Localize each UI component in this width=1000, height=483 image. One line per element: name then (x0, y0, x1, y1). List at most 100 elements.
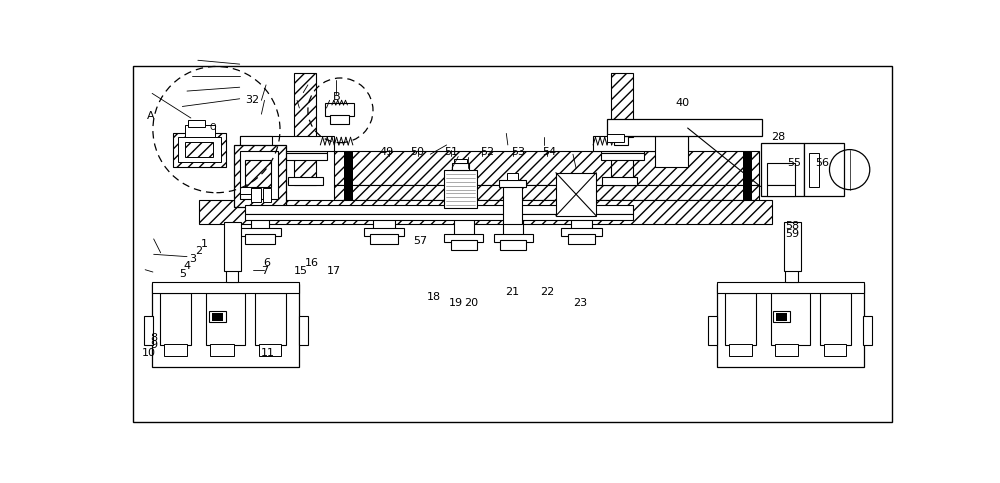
Bar (199, 200, 772, 224)
Text: 1: 1 (201, 239, 208, 249)
Bar (614, 136, 628, 145)
Text: 54: 54 (542, 147, 556, 156)
Bar (773, 311, 790, 322)
Text: 49: 49 (379, 147, 393, 156)
Bar (334, 185, 759, 200)
Bar (725, 293, 756, 345)
Bar (251, 188, 261, 202)
Bar (717, 284, 864, 367)
Text: 57: 57 (413, 236, 427, 246)
Bar (245, 234, 275, 243)
Bar (809, 153, 819, 186)
Text: 32: 32 (245, 95, 259, 105)
Bar (240, 151, 278, 199)
Text: 7: 7 (261, 266, 269, 276)
Bar (245, 214, 633, 220)
Bar (239, 228, 281, 236)
Bar (288, 177, 323, 185)
Bar (607, 119, 762, 136)
Text: 4: 4 (184, 261, 191, 271)
Text: 22: 22 (540, 287, 555, 297)
Text: 55: 55 (787, 158, 801, 168)
Bar (209, 311, 226, 322)
Bar (240, 186, 251, 194)
Text: 17: 17 (326, 266, 341, 276)
Bar (325, 103, 354, 116)
Bar (655, 136, 688, 167)
Text: 16: 16 (305, 258, 319, 268)
Bar (499, 180, 526, 186)
Bar (761, 143, 804, 196)
Bar (824, 343, 846, 356)
Bar (568, 234, 595, 243)
Bar (245, 205, 633, 214)
Bar (370, 234, 398, 243)
Bar (503, 207, 523, 237)
Text: 51: 51 (444, 147, 458, 156)
Bar (444, 234, 483, 242)
Text: 28: 28 (771, 132, 786, 142)
Bar (210, 343, 234, 356)
Bar (561, 228, 602, 236)
Bar (299, 316, 308, 345)
Bar (717, 282, 864, 293)
Bar (820, 293, 851, 345)
Bar (152, 284, 299, 367)
Text: A: A (147, 111, 154, 121)
Text: 58: 58 (785, 221, 799, 231)
Bar (284, 153, 327, 160)
Text: B: B (333, 92, 340, 102)
Text: 11: 11 (261, 347, 275, 357)
Bar (776, 313, 787, 321)
Bar (334, 151, 759, 185)
Bar (708, 316, 717, 345)
Bar (144, 316, 153, 345)
Bar (593, 136, 688, 151)
Bar (255, 293, 286, 345)
Bar (188, 120, 205, 127)
Bar (259, 343, 281, 356)
Text: 8: 8 (151, 333, 158, 342)
Bar (609, 127, 633, 137)
Text: 52: 52 (480, 147, 494, 156)
Bar (556, 173, 596, 216)
Text: 2: 2 (195, 246, 202, 256)
Bar (767, 185, 795, 196)
Bar (743, 151, 752, 200)
Bar (503, 184, 522, 224)
Bar (330, 115, 349, 124)
Bar (212, 313, 223, 321)
Text: 23: 23 (573, 298, 587, 309)
Text: 19: 19 (449, 298, 463, 309)
Bar (611, 73, 633, 185)
Bar (507, 173, 518, 180)
Text: 50: 50 (410, 147, 424, 156)
Bar (454, 207, 474, 237)
Text: 5: 5 (179, 269, 186, 279)
Text: 6: 6 (263, 258, 270, 268)
Text: 59: 59 (785, 228, 799, 239)
Bar (164, 343, 187, 356)
Bar (284, 145, 327, 153)
Bar (364, 228, 404, 236)
Text: 53: 53 (511, 147, 525, 156)
Bar (178, 137, 221, 162)
Bar (863, 316, 872, 345)
Bar (500, 241, 526, 250)
Bar (160, 293, 191, 345)
Bar (245, 160, 271, 186)
Bar (775, 343, 798, 356)
Bar (767, 163, 795, 185)
Bar (185, 125, 215, 137)
Bar (771, 293, 810, 345)
Bar (804, 143, 844, 196)
Text: 40: 40 (675, 99, 689, 108)
Bar (344, 151, 353, 200)
Bar (251, 207, 269, 231)
Bar (454, 159, 467, 163)
Text: 10: 10 (142, 347, 156, 357)
Text: 18: 18 (427, 292, 441, 302)
Bar (206, 293, 245, 345)
Bar (240, 136, 272, 167)
Text: O: O (209, 123, 216, 132)
